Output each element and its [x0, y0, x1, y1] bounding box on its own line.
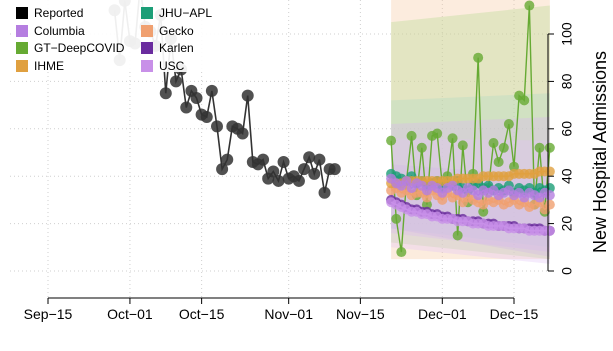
data-point	[421, 192, 432, 203]
data-point	[478, 206, 489, 217]
data-point	[180, 101, 193, 114]
data-point	[503, 119, 514, 130]
data-point	[205, 84, 218, 97]
legend-label: USC	[159, 59, 185, 73]
legend-swatch	[141, 42, 153, 54]
legend: Reported JHU−APL Columbia Gecko GT−DeepCOVID…	[12, 0, 230, 73]
legend-label: Columbia	[34, 24, 85, 38]
legend-swatch	[16, 25, 28, 37]
y-tick-label: 40	[559, 168, 575, 184]
data-point	[524, 0, 535, 11]
y-tick-label: 0	[559, 267, 575, 275]
data-point	[200, 110, 213, 123]
data-point	[452, 230, 463, 241]
data-point	[328, 163, 341, 176]
data-point	[298, 163, 311, 176]
legend-swatch	[16, 42, 28, 54]
data-point	[544, 142, 555, 153]
data-point	[216, 163, 229, 176]
data-point	[221, 153, 234, 166]
data-point	[159, 87, 172, 100]
data-point	[519, 95, 530, 106]
data-point	[386, 135, 397, 146]
data-point	[493, 156, 504, 167]
data-point	[391, 213, 402, 224]
legend-swatch	[141, 7, 153, 19]
data-point	[267, 165, 280, 178]
data-point	[406, 130, 417, 141]
data-point	[396, 247, 407, 258]
x-tick-label: Sep−15	[24, 306, 73, 322]
legend-label: Reported	[34, 6, 83, 20]
legend-swatch	[16, 60, 28, 72]
data-point	[272, 174, 285, 187]
x-tick-label: Oct−15	[179, 306, 225, 322]
data-point	[544, 166, 555, 177]
data-point	[544, 199, 555, 210]
series-group	[386, 197, 555, 236]
data-point	[308, 167, 321, 180]
data-point	[509, 161, 519, 172]
data-point	[257, 153, 270, 166]
data-point	[416, 142, 427, 153]
legend-label: GT−DeepCOVID	[34, 41, 125, 55]
x-tick-label: Dec−15	[490, 306, 539, 322]
legend-swatch	[16, 7, 28, 19]
y-tick-label: 20	[559, 216, 575, 232]
data-point	[236, 127, 249, 140]
legend-swatch	[141, 25, 153, 37]
data-point	[292, 174, 305, 187]
legend-background	[12, 0, 230, 72]
data-point	[303, 151, 316, 164]
series-group	[386, 173, 555, 203]
data-point	[432, 128, 443, 139]
data-point	[210, 120, 223, 133]
data-point	[457, 140, 468, 151]
data-point	[313, 153, 326, 166]
legend-label: Karlen	[159, 41, 194, 55]
data-point	[277, 155, 290, 168]
data-point	[544, 190, 555, 201]
legend-label: Gecko	[159, 24, 194, 38]
data-point	[401, 175, 412, 186]
axes: Sep−15 Oct−01 Oct−15 Nov−01 Nov−15 Dec−01 Dec−…	[24, 22, 575, 322]
data-point	[318, 186, 331, 199]
data-point	[498, 142, 509, 153]
x-tick-label: Oct−01	[107, 306, 153, 322]
data-point	[421, 199, 432, 210]
data-point	[447, 133, 458, 144]
legend-label: IHME	[34, 59, 64, 73]
legend-swatch	[141, 60, 153, 72]
data-point	[170, 75, 183, 88]
x-tick-label: Nov−15	[336, 306, 385, 322]
y-tick-label: 100	[559, 22, 575, 46]
data-point	[437, 194, 448, 205]
data-point	[544, 225, 555, 236]
x-tick-label: Dec−01	[418, 306, 467, 322]
y-axis-label: New Hospital Admissions	[590, 51, 610, 253]
data-point	[241, 89, 254, 102]
data-point	[473, 52, 484, 63]
y-tick-label: 80	[559, 73, 575, 89]
data-point	[488, 138, 499, 149]
x-tick-label: Nov−01	[264, 306, 313, 322]
data-point	[534, 142, 545, 153]
data-point	[190, 91, 203, 104]
y-tick-label: 60	[559, 121, 575, 137]
legend-label: JHU−APL	[159, 6, 212, 20]
